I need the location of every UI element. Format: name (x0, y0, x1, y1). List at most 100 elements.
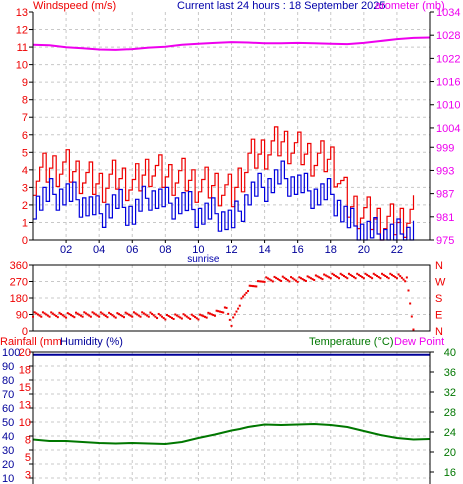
direction-point (151, 312, 154, 315)
time-tick-label: 14 (258, 244, 270, 256)
direction-point (278, 278, 281, 281)
direction-point (213, 314, 216, 317)
compass-label: N (435, 326, 443, 338)
rain-tick-label: 3 (25, 470, 31, 482)
time-tick-label: 08 (159, 244, 171, 256)
direction-point (106, 316, 109, 319)
direction-point (73, 316, 76, 319)
direction-point (261, 280, 264, 283)
direction-point (237, 307, 240, 310)
direction-point (323, 273, 326, 276)
direction-point (384, 275, 387, 277)
barometer-tick-label: 981 (436, 212, 454, 224)
direction-point (154, 315, 157, 318)
rain-tick-label: 8 (25, 435, 31, 447)
temperature-tick-label: 16 (444, 467, 456, 479)
temperature-tick-label: 24 (444, 427, 456, 439)
direction-point (265, 276, 268, 279)
direction-point (381, 272, 384, 275)
direction-point (336, 276, 339, 279)
direction-point (185, 315, 188, 318)
direction-point (389, 272, 392, 275)
wind-tick-label: 12 (16, 25, 28, 37)
direction-point (184, 314, 187, 317)
direction-point (131, 315, 134, 318)
direction-point (93, 312, 96, 315)
humidity-tick-label: 60 (2, 403, 14, 415)
windspeed-axis-title: Windspeed (m/s) (33, 0, 117, 12)
direction-point (402, 278, 405, 281)
direction-point (161, 315, 164, 318)
direction-point (318, 276, 321, 279)
direction-point (182, 313, 185, 316)
sunrise-label: sunrise (187, 254, 220, 265)
direction-point (385, 276, 388, 279)
direction-point (242, 295, 245, 298)
barometer-tick-label: 993 (436, 165, 454, 177)
direction-point (94, 313, 97, 316)
direction-point (119, 314, 122, 317)
barometer-tick-label: 999 (436, 142, 454, 154)
direction-point (46, 314, 49, 317)
temperature-tick-label: 40 (444, 347, 456, 359)
compass-label: E (435, 310, 442, 322)
direction-point (316, 275, 319, 278)
time-tick-label: 04 (93, 244, 105, 256)
direction-point (250, 284, 253, 287)
direction-point (232, 316, 235, 319)
direction-point (359, 275, 362, 277)
direction-point (170, 316, 173, 319)
direction-tick-label: 90 (16, 310, 28, 322)
direction-point (83, 311, 86, 314)
direction-point (235, 310, 238, 313)
direction-point (313, 279, 316, 282)
direction-point (215, 309, 218, 312)
direction-point (169, 315, 172, 318)
rain-tick-label: 13 (19, 400, 31, 412)
direction-point (304, 279, 307, 282)
direction-point (225, 306, 228, 309)
barometer-tick-label: 975 (436, 235, 454, 247)
direction-point (367, 275, 370, 277)
direction-point (339, 272, 342, 275)
direction-point (306, 275, 309, 278)
wind-tick-label: 1 (22, 217, 28, 229)
direction-point (113, 315, 116, 318)
direction-point (118, 313, 121, 316)
direction-point (164, 318, 167, 321)
compass-label: N (435, 260, 443, 272)
barometer-tick-label: 987 (436, 189, 454, 201)
direction-point (126, 312, 129, 315)
direction-point (298, 276, 301, 279)
direction-point (374, 273, 377, 276)
direction-point (258, 280, 261, 283)
direction-point (342, 275, 345, 277)
humidity-tick-label: 100 (2, 347, 20, 359)
wind-tick-label: 10 (16, 60, 28, 72)
direction-point (266, 277, 269, 280)
direction-point (41, 311, 44, 314)
direction-point (301, 278, 304, 281)
direction-point (207, 311, 210, 314)
rain-tick-label: 15 (19, 382, 31, 394)
direction-point (36, 313, 39, 316)
time-tick-label: 10 (192, 244, 204, 256)
direction-point (228, 318, 231, 321)
direction-point (371, 277, 374, 280)
wind-tick-label: 8 (22, 95, 28, 107)
direction-point (286, 279, 289, 282)
direction-point (58, 311, 61, 314)
direction-point (45, 313, 48, 316)
barometer-tick-label: 1028 (436, 30, 460, 42)
direction-point (263, 280, 266, 283)
direction-point (175, 314, 178, 317)
direction-point (296, 280, 299, 283)
direction-point (369, 276, 372, 279)
direction-point (208, 312, 211, 315)
direction-tick-label: 270 (10, 277, 28, 289)
wind-tick-label: 3 (22, 182, 28, 194)
direction-point (223, 306, 226, 309)
wind-tick-label: 13 (16, 7, 28, 19)
direction-point (275, 276, 278, 279)
direction-point (329, 277, 332, 280)
